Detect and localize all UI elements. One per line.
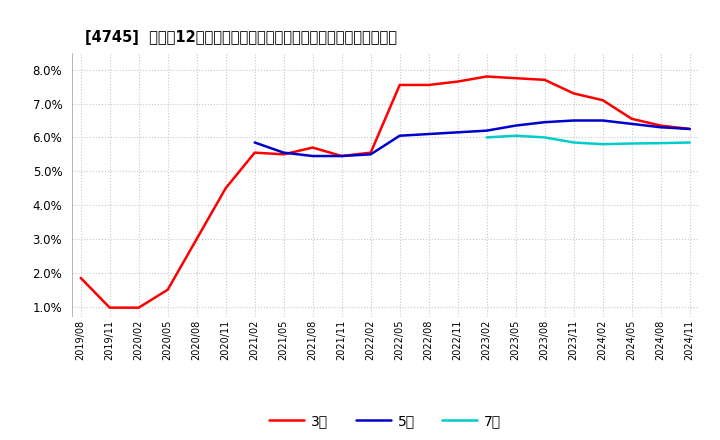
5年 [251, 140, 259, 145]
3年 [105, 305, 114, 310]
5年 [598, 118, 607, 123]
Legend: 3年, 5年, 7年: 3年, 5年, 7年 [264, 408, 507, 433]
5年 [511, 123, 520, 128]
7年 [482, 135, 491, 140]
5年 [482, 128, 491, 133]
Line: 3年: 3年 [81, 77, 690, 308]
5年 [395, 133, 404, 138]
5年 [279, 150, 288, 155]
3年 [366, 150, 375, 155]
3年 [192, 236, 201, 242]
7年 [570, 140, 578, 145]
3年 [570, 91, 578, 96]
5年 [685, 126, 694, 132]
3年 [657, 123, 665, 128]
3年 [135, 305, 143, 310]
3年 [541, 77, 549, 83]
5年 [454, 130, 462, 135]
3年 [76, 275, 85, 281]
3年 [279, 152, 288, 157]
7年 [511, 133, 520, 138]
3年 [598, 98, 607, 103]
7年 [598, 142, 607, 147]
Text: [4745]  売上高12か月移動合計の対前年同期増減率の標準偏差の推移: [4745] 売上高12か月移動合計の対前年同期増減率の標準偏差の推移 [84, 29, 397, 45]
3年 [454, 79, 462, 84]
3年 [251, 150, 259, 155]
5年 [366, 152, 375, 157]
5年 [541, 120, 549, 125]
Line: 5年: 5年 [255, 121, 690, 156]
3年 [627, 116, 636, 121]
3年 [308, 145, 317, 150]
7年 [627, 141, 636, 146]
3年 [221, 186, 230, 191]
5年 [657, 125, 665, 130]
3年 [338, 154, 346, 159]
3年 [395, 82, 404, 88]
3年 [424, 82, 433, 88]
5年 [424, 132, 433, 137]
5年 [338, 154, 346, 159]
5年 [570, 118, 578, 123]
7年 [657, 140, 665, 146]
7年 [685, 140, 694, 145]
3年 [482, 74, 491, 79]
3年 [685, 126, 694, 132]
5年 [627, 121, 636, 127]
7年 [541, 135, 549, 140]
Line: 7年: 7年 [487, 136, 690, 144]
3年 [511, 76, 520, 81]
3年 [163, 287, 172, 292]
5年 [308, 154, 317, 159]
